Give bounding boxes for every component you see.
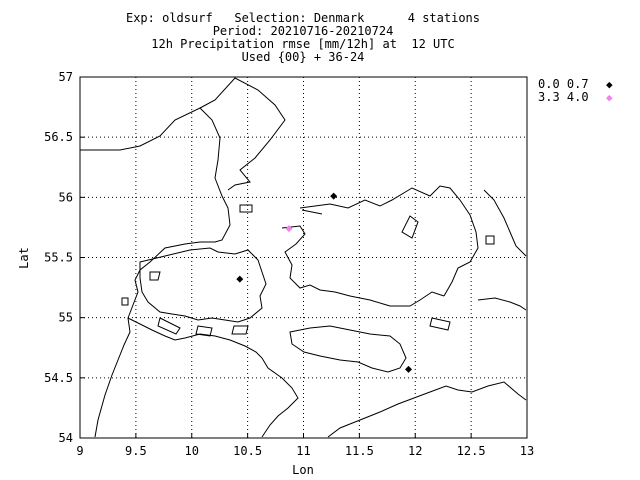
- y-tick-label: 55.5: [44, 251, 73, 265]
- y-tick-labels: 54 54.5 55 55.5 56 56.5 57: [44, 70, 85, 445]
- legend-label: 0.0 0.7: [538, 77, 589, 91]
- y-axis-label: Lat: [17, 247, 31, 269]
- x-tick-label: 11: [296, 444, 310, 458]
- grid-lines: [80, 77, 527, 438]
- coastline-kattegat: [199, 77, 286, 191]
- coastline-sweden: [483, 189, 527, 257]
- y-tick-label: 55: [59, 311, 73, 325]
- x-axis-label: Lon: [292, 463, 314, 477]
- header-used-line: Used {00} + 36-24: [241, 50, 365, 64]
- island-7: [195, 325, 213, 337]
- coastline-scania: [477, 297, 527, 311]
- x-tick-label: 10.5: [233, 444, 262, 458]
- coastline-funen: [139, 247, 267, 323]
- legend-diamond-icon: ◆: [606, 78, 613, 91]
- coastline: [80, 77, 527, 438]
- header-period-line: Period: 20210716-20210724: [212, 24, 394, 38]
- station-marker: [236, 275, 244, 283]
- coastline-baltic: [327, 381, 527, 438]
- chart-title: 12h Precipitation rmse [mm/12h] at 12 UT…: [151, 37, 455, 51]
- x-tick-label: 11.5: [345, 444, 374, 458]
- island-3: [401, 215, 419, 239]
- y-tick-label: 56: [59, 190, 73, 204]
- header-experiment-line: Exp: oldsurf Selection: Denmark 4 statio…: [125, 11, 480, 25]
- island-5: [157, 317, 181, 335]
- coastline-zealand-north: [299, 185, 479, 297]
- y-tick-label: 54: [59, 431, 73, 445]
- island-10: [121, 297, 129, 306]
- island-9: [485, 235, 495, 245]
- x-tick-label: 9: [76, 444, 83, 458]
- legend-label: 3.3 4.0: [538, 90, 589, 104]
- legend-diamond-icon: ◆: [606, 91, 613, 104]
- x-tick-label: 12: [408, 444, 422, 458]
- island-2: [301, 209, 323, 215]
- station-points: [236, 192, 413, 373]
- station-marker: [285, 225, 293, 233]
- station-marker: [330, 192, 338, 200]
- x-tick-labels: 9 9.5 10 10.5 11 11.5 12 12.5 13: [76, 433, 534, 458]
- coastline-lolland: [289, 325, 407, 373]
- y-tick-label: 56.5: [44, 130, 73, 144]
- x-tick-label: 12.5: [457, 444, 486, 458]
- coastline-zealand-west: [281, 225, 445, 307]
- x-tick-label: 13: [520, 444, 534, 458]
- island-4: [149, 271, 161, 281]
- x-tick-label: 10: [185, 444, 199, 458]
- island-6: [429, 317, 451, 331]
- coastline-south: [127, 317, 299, 438]
- island-1: [239, 204, 253, 213]
- y-tick-label: 57: [59, 70, 73, 84]
- y-tick-label: 54.5: [44, 371, 73, 385]
- station-marker: [405, 365, 413, 373]
- island-8: [231, 325, 249, 335]
- x-tick-label: 9.5: [125, 444, 147, 458]
